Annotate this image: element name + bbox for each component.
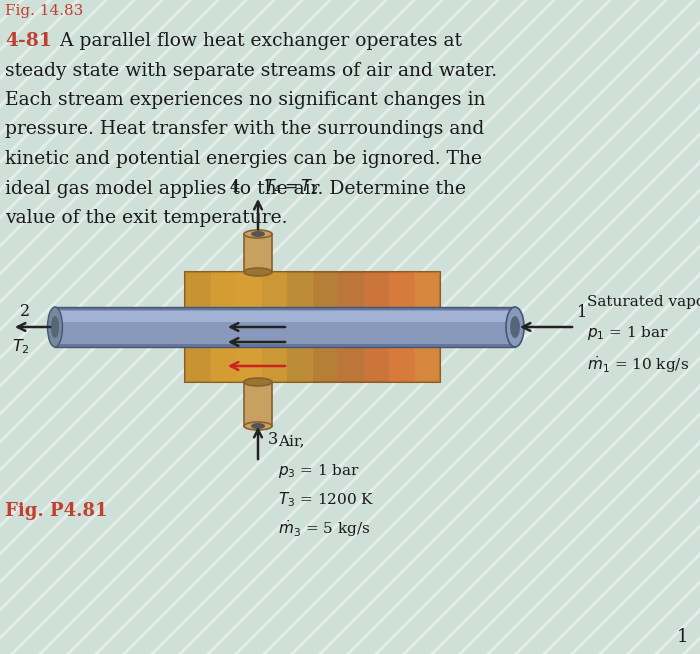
Ellipse shape	[251, 231, 265, 237]
Bar	[414, 272, 440, 382]
Text: $T_2$: $T_2$	[12, 337, 29, 356]
Ellipse shape	[244, 378, 272, 386]
Text: ideal gas model applies to the air. Determine the: ideal gas model applies to the air. Dete…	[5, 179, 466, 198]
Text: 4-81: 4-81	[5, 32, 52, 50]
Ellipse shape	[510, 316, 520, 338]
Bar	[287, 272, 312, 382]
Text: A parallel flow heat exchanger operates at: A parallel flow heat exchanger operates …	[54, 32, 462, 50]
Bar	[211, 272, 236, 382]
Text: $p_1$ = 1 bar: $p_1$ = 1 bar	[587, 324, 669, 342]
Ellipse shape	[48, 307, 62, 347]
Text: Fig. 14.83: Fig. 14.83	[5, 4, 83, 18]
Bar	[185, 272, 440, 382]
Bar	[236, 272, 262, 382]
Text: Air,: Air,	[278, 434, 304, 448]
Ellipse shape	[244, 230, 272, 238]
Text: Each stream experiences no significant changes in: Each stream experiences no significant c…	[5, 91, 486, 109]
Bar	[185, 272, 211, 382]
Bar	[244, 234, 272, 272]
Text: 1: 1	[577, 304, 587, 321]
Bar	[262, 272, 287, 382]
Text: 4: 4	[230, 179, 240, 196]
Ellipse shape	[244, 422, 272, 430]
Bar	[55, 310, 515, 344]
Text: steady state with separate streams of air and water.: steady state with separate streams of ai…	[5, 61, 497, 80]
Ellipse shape	[506, 307, 524, 347]
Text: $T_3$ = 1200 K: $T_3$ = 1200 K	[278, 490, 375, 509]
Ellipse shape	[251, 423, 265, 429]
Text: 2: 2	[20, 303, 30, 320]
Text: Saturated vapor,: Saturated vapor,	[587, 295, 700, 309]
Text: 3: 3	[268, 431, 279, 448]
Text: $\dot{m}_1$ = 10 kg/s: $\dot{m}_1$ = 10 kg/s	[587, 354, 689, 375]
Text: pressure. Heat transfer with the surroundings and: pressure. Heat transfer with the surroun…	[5, 120, 484, 139]
Text: $\dot{m}_3$ = 5 kg/s: $\dot{m}_3$ = 5 kg/s	[278, 518, 370, 539]
Bar	[55, 307, 515, 347]
Bar	[389, 272, 414, 382]
Ellipse shape	[51, 316, 59, 338]
Ellipse shape	[244, 268, 272, 276]
Bar	[312, 272, 338, 382]
Text: $T_4 = T_2$: $T_4 = T_2$	[264, 177, 318, 196]
Text: $p_3$ = 1 bar: $p_3$ = 1 bar	[278, 462, 360, 480]
Bar	[55, 311, 515, 322]
Text: Fig. P4.81: Fig. P4.81	[5, 502, 108, 520]
Text: kinetic and potential energies can be ignored. The: kinetic and potential energies can be ig…	[5, 150, 482, 168]
Bar	[338, 272, 363, 382]
Bar	[244, 382, 272, 426]
Text: value of the exit temperature.: value of the exit temperature.	[5, 209, 288, 227]
Text: 1: 1	[676, 628, 688, 646]
Bar	[363, 272, 389, 382]
